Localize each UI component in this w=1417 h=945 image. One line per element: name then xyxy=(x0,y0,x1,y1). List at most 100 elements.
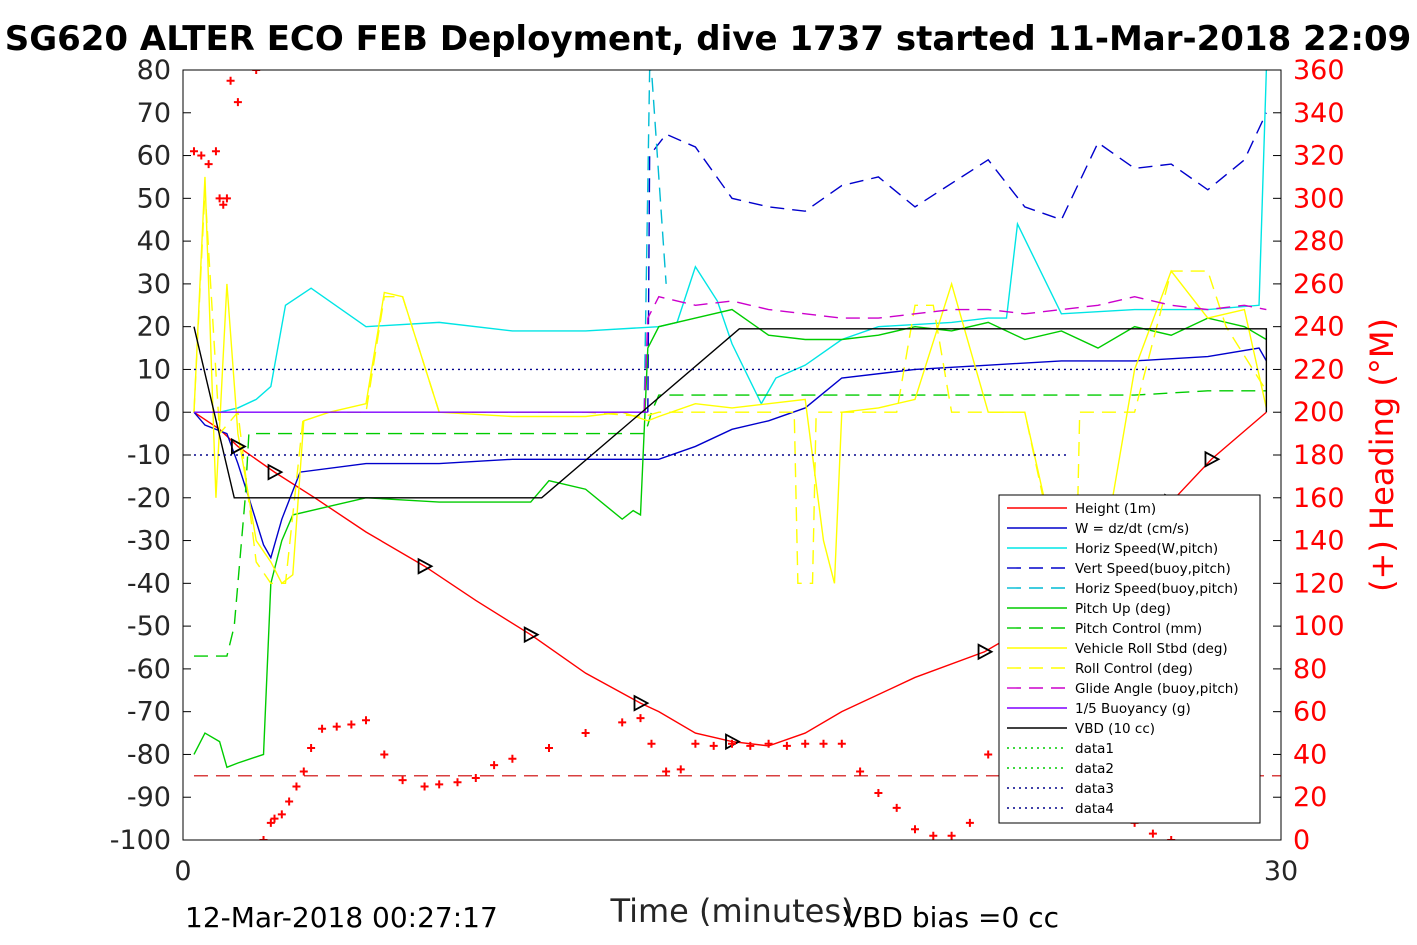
heading-point xyxy=(245,62,253,70)
heading-point xyxy=(782,741,791,750)
series-line-glide-angle-buoy-pitch xyxy=(643,295,1267,413)
left-tick-label: 10 xyxy=(137,354,171,385)
heading-point xyxy=(728,739,736,748)
heading-point xyxy=(676,765,685,774)
heading-point xyxy=(259,836,268,840)
left-tick-label: -100 xyxy=(110,825,171,856)
heading-point xyxy=(299,767,308,776)
legend-label: data1 xyxy=(1075,741,1114,757)
heading-point xyxy=(270,814,279,823)
heading-point xyxy=(1167,836,1176,840)
right-axis: 3603403203002802602402202001801601401201… xyxy=(1273,55,1345,856)
left-tick-label: -80 xyxy=(127,739,171,770)
legend-label: VBD (10 cc) xyxy=(1075,721,1155,737)
heading-point xyxy=(435,780,444,789)
left-tick-label: -70 xyxy=(127,697,171,728)
legend-label: Vehicle Roll Stbd (deg) xyxy=(1075,641,1228,657)
right-tick-label: 160 xyxy=(1293,483,1345,514)
right-tick-label: 140 xyxy=(1293,526,1345,557)
heading-point xyxy=(453,778,462,787)
right-tick-label: 80 xyxy=(1293,654,1327,685)
heading-point xyxy=(233,98,242,107)
right-tick-label: 240 xyxy=(1293,312,1345,343)
series-line-pitch-up-deg xyxy=(193,308,1267,769)
heading-point xyxy=(226,76,235,85)
legend-label: data4 xyxy=(1075,801,1114,817)
right-tick-label: 0 xyxy=(1293,825,1310,856)
right-tick-label: 20 xyxy=(1293,782,1327,813)
heading-point xyxy=(219,200,228,209)
legend-label: Horiz Speed(buoy,pitch) xyxy=(1075,581,1238,597)
heading-point xyxy=(252,70,261,74)
height-marker xyxy=(977,643,994,661)
left-tick-label: 70 xyxy=(137,98,171,129)
legend-label: Pitch Control (mm) xyxy=(1075,621,1202,637)
legend-label: Vert Speed(buoy,pitch) xyxy=(1075,561,1231,577)
heading-point xyxy=(892,803,901,812)
heading-point xyxy=(691,739,700,748)
heading-point xyxy=(647,739,656,748)
heading-point xyxy=(490,761,499,770)
right-tick-label: 260 xyxy=(1293,269,1345,300)
height-marker xyxy=(523,626,540,644)
heading-point xyxy=(398,776,407,785)
heading-point xyxy=(947,831,956,840)
series-line-vbd-10-cc xyxy=(193,326,1268,499)
heading-point xyxy=(856,767,865,776)
left-tick-label: -90 xyxy=(127,782,171,813)
right-tick-label: 180 xyxy=(1293,440,1345,471)
legend-label: Height (1m) xyxy=(1075,501,1156,517)
heading-point xyxy=(709,741,718,750)
left-tick-label: 0 xyxy=(154,397,171,428)
left-tick-label: -20 xyxy=(127,483,171,514)
heading-point xyxy=(189,147,198,156)
heading-point xyxy=(277,810,286,819)
legend-box xyxy=(998,494,1261,824)
left-axis: 80 70 60 50 40 30 20 10 0 -10 -20 -30 -40 -50 -60 -70 -8… xyxy=(110,55,191,856)
heading-point xyxy=(545,744,553,753)
left-tick-label: 20 xyxy=(137,312,171,343)
right-tick-label: 280 xyxy=(1293,226,1345,257)
heading-point xyxy=(636,714,645,723)
legend-label: Horiz Speed(W,pitch) xyxy=(1075,541,1218,557)
heading-point xyxy=(318,724,327,733)
right-axis-label: (+) Heading (°M) xyxy=(1363,318,1401,592)
heading-point xyxy=(238,62,246,70)
heading-point xyxy=(211,147,220,156)
heading-point xyxy=(819,739,828,748)
x-axis-label: Time (minutes) xyxy=(610,892,854,930)
right-tick-label: 340 xyxy=(1293,98,1345,129)
right-tick-label: 200 xyxy=(1293,397,1345,428)
heading-point xyxy=(965,818,974,827)
legend-label: data2 xyxy=(1075,761,1114,777)
right-tick-label: 60 xyxy=(1293,697,1327,728)
heading-point xyxy=(471,773,480,782)
heading-point xyxy=(222,194,231,203)
legend-label: Roll Control (deg) xyxy=(1075,661,1193,677)
heading-point xyxy=(508,754,517,763)
series-line-w-dz-dt-cm-s xyxy=(193,347,1267,560)
left-tick-label: 80 xyxy=(137,55,171,86)
legend-label: Pitch Up (deg) xyxy=(1075,601,1171,617)
left-tick-label: 40 xyxy=(137,226,171,257)
left-tick-label: 30 xyxy=(137,269,171,300)
heading-point xyxy=(215,194,224,203)
heading-point xyxy=(266,818,275,827)
heading-point xyxy=(764,739,773,748)
heading-point xyxy=(292,782,301,791)
heading-point xyxy=(332,722,341,731)
right-tick-label: 320 xyxy=(1293,141,1345,172)
chart-title: SG620 ALTER ECO FEB Deployment, dive 173… xyxy=(5,19,1412,59)
heading-point xyxy=(911,825,919,834)
height-marker xyxy=(633,694,650,712)
legend-label: Glide Angle (buoy,pitch) xyxy=(1075,681,1239,697)
series-line-roll-control-deg xyxy=(193,189,1267,585)
heading-point xyxy=(204,160,213,169)
right-tick-label: 120 xyxy=(1293,568,1345,599)
heading-point xyxy=(307,744,316,753)
heading-point xyxy=(874,788,883,797)
left-tick-label: -40 xyxy=(127,568,171,599)
right-tick-label: 100 xyxy=(1293,611,1345,642)
heading-point xyxy=(746,741,755,750)
